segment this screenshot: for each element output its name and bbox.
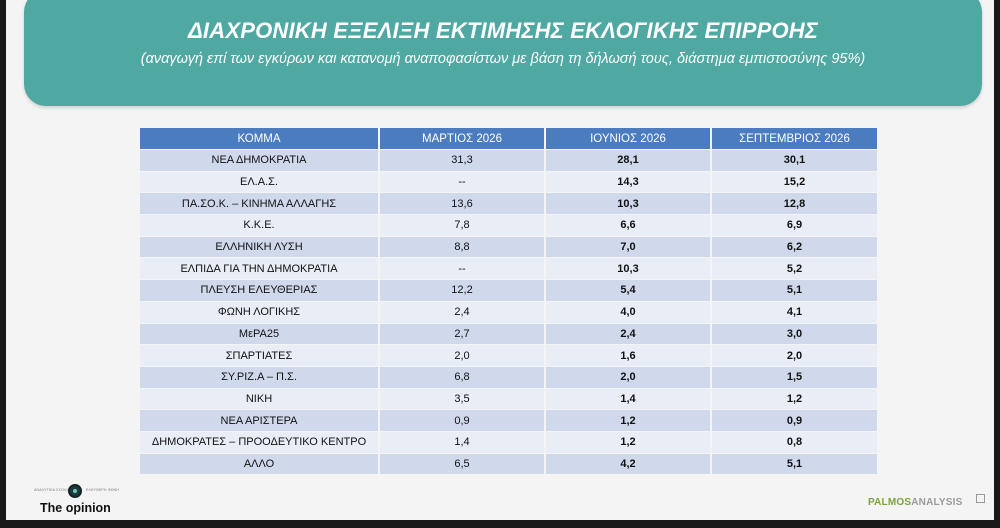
party-cell: ΕΛ.Α.Σ. [140,171,380,193]
september-value-cell: 30,1 [712,150,879,171]
june-value-cell: 1,2 [546,431,712,453]
title-banner: ΔΙΑΧΡΟΝΙΚΗ ΕΞΕΛΙΞΗ ΕΚΤΙΜΗΣΗΣ ΕΚΛΟΓΙΚΗΣ Ε… [24,0,982,106]
party-cell: ΣΠΑΡΤΙΑΤΕΣ [140,345,380,366]
table-row: ΝΕΑ ΔΗΜΟΚΡΑΤΙΑ 31,3 28,1 30,1 [140,150,879,171]
column-header-march: ΜΑΡΤΙΟΣ 2026 [380,128,546,149]
logo-eye-icon [68,484,82,498]
party-cell: ΝΙΚΗ [140,388,380,410]
september-value-cell: 0,8 [712,431,879,453]
september-value-cell: 4,1 [712,301,879,323]
logo-part-palmos: PALMOS [868,497,912,508]
june-value-cell: 10,3 [546,193,712,215]
march-value-cell: 7,8 [380,215,546,236]
june-value-cell: 2,0 [546,366,712,388]
march-value-cell: 31,3 [380,150,546,171]
column-header-party: ΚΟΜΜΑ [140,128,380,149]
party-cell: ΠΑ.ΣΟ.Κ. – ΚΙΝΗΜΑ ΑΛΛΑΓΗΣ [140,193,380,215]
june-value-cell: 14,3 [546,171,712,193]
page-subtitle: (αναγωγή επί των εγκύρων και κατανομή αν… [140,51,866,67]
table-row: Κ.Κ.Ε. 7,8 6,6 6,9 [140,215,879,236]
september-value-cell: 6,9 [712,215,879,236]
table-row: ΠΑ.ΣΟ.Κ. – ΚΙΝΗΜΑ ΑΛΛΑΓΗΣ 13,6 10,3 12,8 [140,193,879,215]
march-value-cell: -- [380,258,546,280]
table-row: ΣΠΑΡΤΙΑΤΕΣ 2,0 1,6 2,0 [140,345,879,366]
table-row: ΝΙΚΗ 3,5 1,4 1,2 [140,388,879,410]
page-title: ΔΙΑΧΡΟΝΙΚΗ ΕΞΕΛΙΞΗ ΕΚΤΙΜΗΣΗΣ ΕΚΛΟΓΙΚΗΣ Ε… [187,18,819,43]
slide: ΔΙΑΧΡΟΝΙΚΗ ΕΞΕΛΙΞΗ ΕΚΤΙΜΗΣΗΣ ΕΚΛΟΓΙΚΗΣ Ε… [6,0,994,520]
party-cell: ΠΛΕΥΣΗ ΕΛΕΥΘΕΡΙΑΣ [140,280,380,301]
party-cell: ΑΛΛΟ [140,453,380,475]
march-value-cell: 12,2 [380,280,546,301]
september-value-cell: 12,8 [712,193,879,215]
palmos-analysis-logo: PALMOSANALYSIS [868,492,986,508]
table-row: ΕΛ.Α.Σ. -- 14,3 15,2 [140,171,879,193]
september-value-cell: 2,0 [712,345,879,366]
logo-tagline-left: ΑΝΑΛΥΤΙΚΑ ΣΧΟΛΙΑ [34,488,71,492]
june-value-cell: 4,2 [546,453,712,475]
march-value-cell: -- [380,171,546,193]
june-value-cell: 4,0 [546,301,712,323]
party-cell: ΕΛΠΙΔΑ ΓΙΑ ΤΗΝ ΔΗΜΟΚΡΑΤΙΑ [140,258,380,280]
party-cell: ΜεΡΑ25 [140,323,380,345]
september-value-cell: 6,2 [712,236,879,258]
september-value-cell: 1,5 [712,366,879,388]
march-value-cell: 2,4 [380,301,546,323]
march-value-cell: 6,8 [380,366,546,388]
june-value-cell: 6,6 [546,215,712,236]
march-value-cell: 2,7 [380,323,546,345]
september-value-cell: 5,1 [712,453,879,475]
table-row: ΔΗΜΟΚΡΑΤΕΣ – ΠΡΟΟΔΕΥΤΙΚΟ ΚΕΝΤΡΟ 1,4 1,2 0,8 [140,431,879,453]
table-row: ΜεΡΑ25 2,7 2,4 3,0 [140,323,879,345]
results-table: ΚΟΜΜΑ ΜΑΡΤΙΟΣ 2026 ΙΟΥΝΙΟΣ 2026 ΣΕΠΤΕΜΒΡ… [140,127,879,475]
party-cell: ΝΕΑ ΑΡΙΣΤΕΡΑ [140,410,380,431]
march-value-cell: 2,0 [380,345,546,366]
party-cell: ΔΗΜΟΚΡΑΤΕΣ – ΠΡΟΟΔΕΥΤΙΚΟ ΚΕΝΤΡΟ [140,431,380,453]
logo-part-analysis: ANALYSIS [911,497,963,508]
june-value-cell: 1,4 [546,388,712,410]
september-value-cell: 5,2 [712,258,879,280]
june-value-cell: 7,0 [546,236,712,258]
september-value-cell: 0,9 [712,410,879,431]
march-value-cell: 1,4 [380,431,546,453]
september-value-cell: 1,2 [712,388,879,410]
logo-tagline-right: ΕΛΕΥΘΕΡΗ ΦΩΝΗ [86,488,120,492]
june-value-cell: 1,6 [546,345,712,366]
table-row: ΦΩΝΗ ΛΟΓΙΚΗΣ 2,4 4,0 4,1 [140,301,879,323]
june-value-cell: 1,2 [546,410,712,431]
march-value-cell: 13,6 [380,193,546,215]
table-row: ΑΛΛΟ 6,5 4,2 5,1 [140,453,879,475]
logo-box-icon [976,494,985,503]
party-cell: ΦΩΝΗ ΛΟΓΙΚΗΣ [140,301,380,323]
june-value-cell: 5,4 [546,280,712,301]
logo-brand-name: The opinion [40,501,111,515]
march-value-cell: 0,9 [380,410,546,431]
table-row: ΕΛΛΗΝΙΚΗ ΛΥΣΗ 8,8 7,0 6,2 [140,236,879,258]
party-cell: ΕΛΛΗΝΙΚΗ ΛΥΣΗ [140,236,380,258]
party-cell: ΝΕΑ ΔΗΜΟΚΡΑΤΙΑ [140,150,380,171]
september-value-cell: 5,1 [712,280,879,301]
table-row: ΕΛΠΙΔΑ ΓΙΑ ΤΗΝ ΔΗΜΟΚΡΑΤΙΑ -- 10,3 5,2 [140,258,879,280]
the-opinion-logo: ΑΝΑΛΥΤΙΚΑ ΣΧΟΛΙΑ ΕΛΕΥΘΕΡΗ ΦΩΝΗ The opini… [32,484,142,516]
june-value-cell: 2,4 [546,323,712,345]
march-value-cell: 8,8 [380,236,546,258]
table-row: ΠΛΕΥΣΗ ΕΛΕΥΘΕΡΙΑΣ 12,2 5,4 5,1 [140,280,879,301]
table-header-row: ΚΟΜΜΑ ΜΑΡΤΙΟΣ 2026 ΙΟΥΝΙΟΣ 2026 ΣΕΠΤΕΜΒΡ… [140,128,879,149]
june-value-cell: 28,1 [546,150,712,171]
column-header-september: ΣΕΠΤΕΜΒΡΙΟΣ 2026 [712,128,879,149]
table-row: ΣΥ.ΡΙΖ.Α – Π.Σ. 6,8 2,0 1,5 [140,366,879,388]
column-header-june: ΙΟΥΝΙΟΣ 2026 [546,128,712,149]
march-value-cell: 6,5 [380,453,546,475]
september-value-cell: 15,2 [712,171,879,193]
march-value-cell: 3,5 [380,388,546,410]
june-value-cell: 10,3 [546,258,712,280]
september-value-cell: 3,0 [712,323,879,345]
table-row: ΝΕΑ ΑΡΙΣΤΕΡΑ 0,9 1,2 0,9 [140,410,879,431]
party-cell: Κ.Κ.Ε. [140,215,380,236]
party-cell: ΣΥ.ΡΙΖ.Α – Π.Σ. [140,366,380,388]
